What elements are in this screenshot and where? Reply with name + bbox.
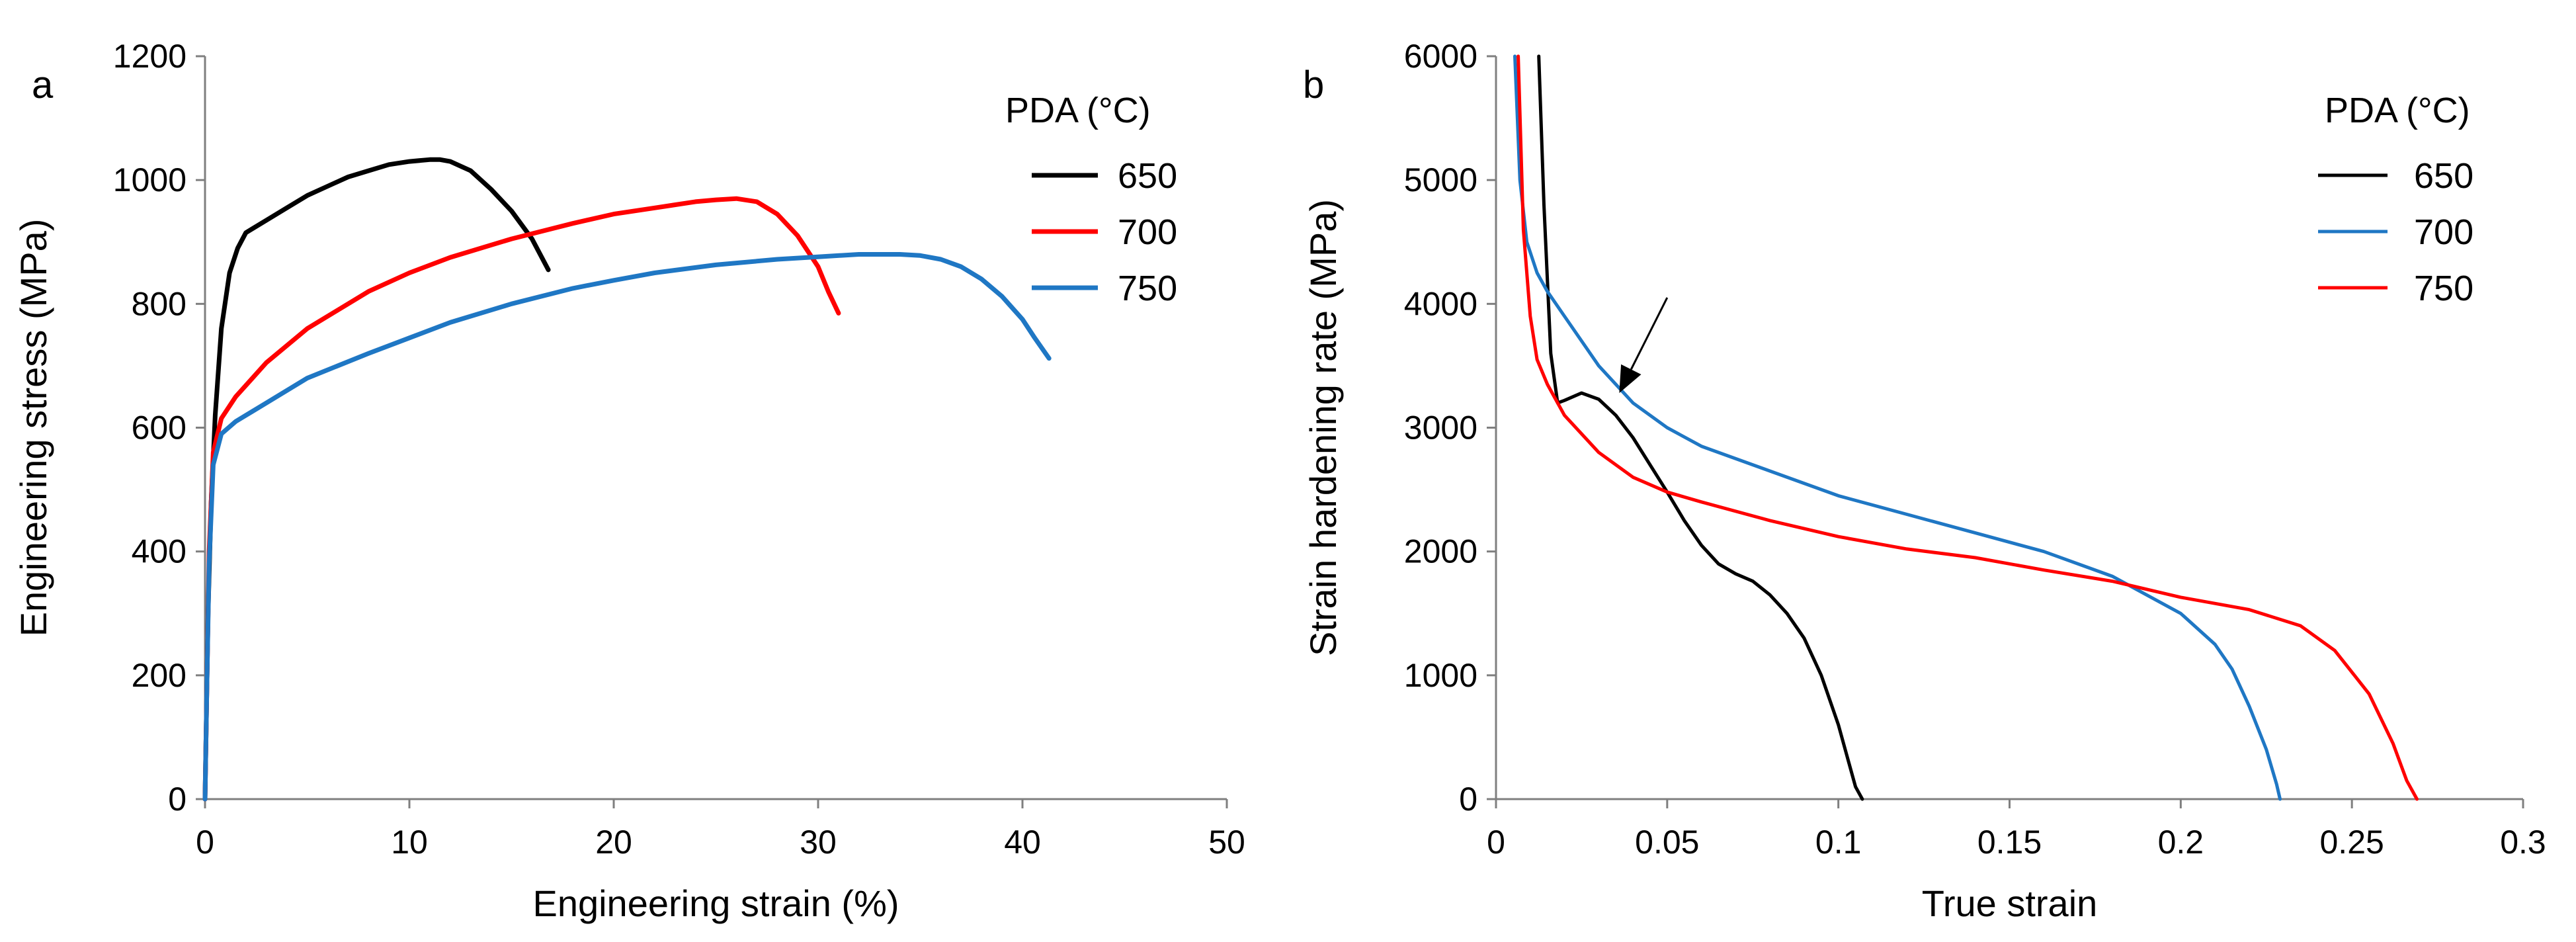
y-tick-label: 800 xyxy=(132,285,187,322)
legend-title: PDA (°C) xyxy=(1005,91,1151,130)
legend-label-700: 700 xyxy=(1118,212,1177,252)
x-axis-label: True strain xyxy=(1922,882,2098,924)
chart-panel-a: a 0 200 400 600 800 1000 1200 0 10 20 30 40 50 Engine… xyxy=(13,38,1245,924)
y-tick-label: 200 xyxy=(132,657,187,694)
y-tick-label: 1000 xyxy=(1404,657,1477,694)
y-axis-label: Strain hardening rate (MPa) xyxy=(1302,199,1344,656)
y-tick-label: 0 xyxy=(168,781,187,818)
chart-panel-b: b 0 1000 2000 3000 4000 5000 6000 0 0.05 0.1 0.15 0… xyxy=(1302,38,2546,924)
y-tick-label: 400 xyxy=(132,533,187,570)
y-tick-label: 1000 xyxy=(113,161,187,198)
x-tick-label: 0.05 xyxy=(1635,824,1699,861)
annotation-arrow-head xyxy=(1619,364,1641,394)
series-line-750 xyxy=(202,252,1052,802)
y-tick-label: 3000 xyxy=(1404,409,1477,447)
x-tick-label: 0 xyxy=(196,824,214,861)
panel-label-a: a xyxy=(32,64,54,107)
y-tick-label: 600 xyxy=(132,409,187,447)
x-tick-label: 0.2 xyxy=(2158,824,2204,861)
y-axis-label: Engineering stress (MPa) xyxy=(13,219,54,637)
legend-title: PDA (°C) xyxy=(2325,91,2470,130)
x-tick-label: 40 xyxy=(1004,824,1041,861)
series-line-650 xyxy=(202,157,551,802)
y-tick-label: 4000 xyxy=(1404,285,1477,322)
legend-label-700: 700 xyxy=(2414,212,2473,252)
y-tick-label: 6000 xyxy=(1404,38,1477,75)
x-tick-label: 50 xyxy=(1208,824,1245,861)
x-tick-label: 0 xyxy=(1487,824,1505,861)
y-tick-label: 5000 xyxy=(1404,161,1477,198)
y-tick-label: 0 xyxy=(1459,781,1477,818)
legend-label-650: 650 xyxy=(1118,156,1177,196)
annotation-arrow-shaft xyxy=(1630,297,1669,370)
x-tick-label: 20 xyxy=(595,824,632,861)
series-line-750 xyxy=(1517,54,2419,801)
panel-label-b: b xyxy=(1303,64,1324,107)
legend-label-650: 650 xyxy=(2414,156,2473,196)
x-tick-label: 30 xyxy=(800,824,837,861)
y-tick-label: 2000 xyxy=(1404,533,1477,570)
x-tick-label: 0.1 xyxy=(1815,824,1862,861)
x-axis-label: Engineering strain (%) xyxy=(532,882,899,924)
legend-label-750: 750 xyxy=(2414,269,2473,308)
series-line-700 xyxy=(1513,54,2282,801)
x-tick-label: 10 xyxy=(391,824,428,861)
x-tick-label: 0.3 xyxy=(2500,824,2546,861)
series-line-650 xyxy=(1537,54,1864,801)
y-tick-label: 1200 xyxy=(113,38,187,75)
x-tick-label: 0.15 xyxy=(1977,824,2042,861)
series-line-700 xyxy=(202,196,841,802)
x-tick-label: 0.25 xyxy=(2320,824,2384,861)
legend-label-750: 750 xyxy=(1118,269,1177,308)
